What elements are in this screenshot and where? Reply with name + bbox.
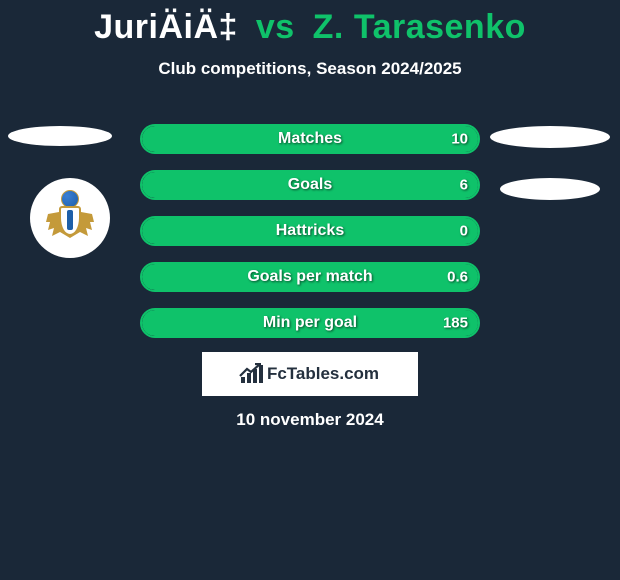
stat-label: Matches	[142, 130, 478, 148]
trend-arrow-icon	[239, 363, 261, 377]
stat-label: Hattricks	[142, 222, 478, 240]
stat-value: 185	[443, 315, 468, 332]
bar-chart-icon	[241, 365, 263, 383]
stat-value: 0	[460, 223, 468, 240]
vs-label: vs	[256, 8, 295, 46]
stat-row: Goals6	[140, 170, 480, 200]
stat-row: Min per goal185	[140, 308, 480, 338]
comparison-card: JuriÄiÄ‡ vs Z. Tarasenko Club competitio…	[0, 0, 620, 580]
stat-label: Goals per match	[142, 268, 478, 286]
stat-value: 0.6	[447, 269, 468, 286]
stat-value: 6	[460, 177, 468, 194]
player1-name: JuriÄiÄ‡	[94, 8, 238, 46]
stat-value: 10	[451, 131, 468, 148]
bar-icon-bar	[241, 377, 245, 383]
ellipse-right-top	[490, 126, 610, 148]
ellipse-left	[8, 126, 112, 146]
stat-label: Goals	[142, 176, 478, 194]
branding-label: FcTables.com	[267, 364, 379, 384]
stat-label: Min per goal	[142, 314, 478, 332]
title-row: JuriÄiÄ‡ vs Z. Tarasenko	[0, 0, 620, 47]
ellipse-right-bottom	[500, 178, 600, 200]
subtitle: Club competitions, Season 2024/2025	[0, 59, 620, 79]
logo-stripe-icon	[67, 210, 73, 230]
branding-content: FcTables.com	[241, 364, 379, 384]
club-logo-graphic	[42, 190, 98, 246]
branding-box[interactable]: FcTables.com	[202, 352, 418, 396]
date-label: 10 november 2024	[0, 410, 620, 430]
stat-row: Goals per match0.6	[140, 262, 480, 292]
stat-row: Hattricks0	[140, 216, 480, 246]
club-logo	[30, 178, 110, 258]
stat-row: Matches10	[140, 124, 480, 154]
player2-name: Z. Tarasenko	[313, 8, 526, 46]
